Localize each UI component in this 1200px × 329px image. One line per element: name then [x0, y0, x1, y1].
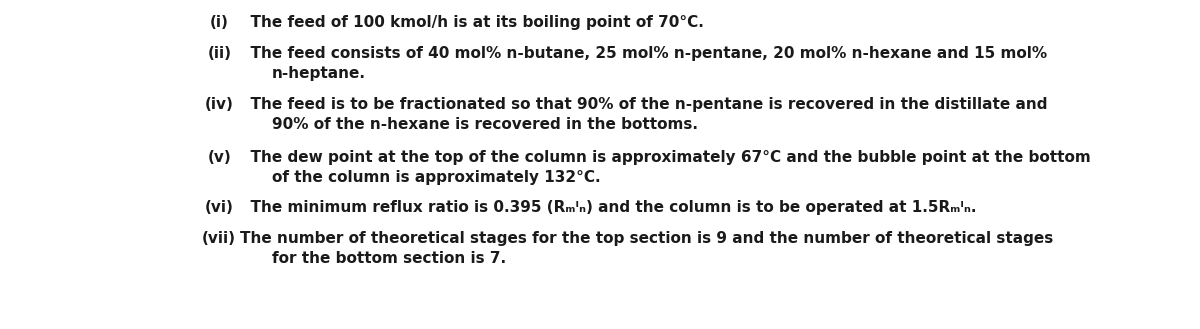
Text: The minimum reflux ratio is 0.395 (Rₘᴵₙ) and the column is to be operated at 1.5: The minimum reflux ratio is 0.395 (Rₘᴵₙ)…: [240, 200, 977, 215]
Text: The feed is to be fractionated so that 90% of the n-pentane is recovered in the : The feed is to be fractionated so that 9…: [240, 97, 1048, 112]
Text: 90% of the n-hexane is recovered in the bottoms.: 90% of the n-hexane is recovered in the …: [272, 117, 698, 132]
Text: The dew point at the top of the column is approximately 67°C and the bubble poin: The dew point at the top of the column i…: [240, 150, 1091, 165]
Text: The number of theoretical stages for the top section is 9 and the number of theo: The number of theoretical stages for the…: [240, 231, 1054, 246]
Text: (i): (i): [210, 15, 229, 30]
Text: of the column is approximately 132°C.: of the column is approximately 132°C.: [272, 170, 601, 185]
Text: (iv): (iv): [205, 97, 234, 112]
Text: The feed consists of 40 mol% n-butane, 25 mol% n-pentane, 20 mol% n-hexane and 1: The feed consists of 40 mol% n-butane, 2…: [240, 46, 1048, 61]
Text: The feed of 100 kmol/h is at its boiling point of 70°C.: The feed of 100 kmol/h is at its boiling…: [240, 15, 704, 30]
Text: (v): (v): [208, 150, 232, 165]
Text: (vi): (vi): [205, 200, 234, 215]
Text: n-heptane.: n-heptane.: [272, 66, 366, 81]
Text: (ii): (ii): [208, 46, 232, 61]
Text: for the bottom section is 7.: for the bottom section is 7.: [272, 251, 506, 266]
Text: (vii): (vii): [202, 231, 236, 246]
